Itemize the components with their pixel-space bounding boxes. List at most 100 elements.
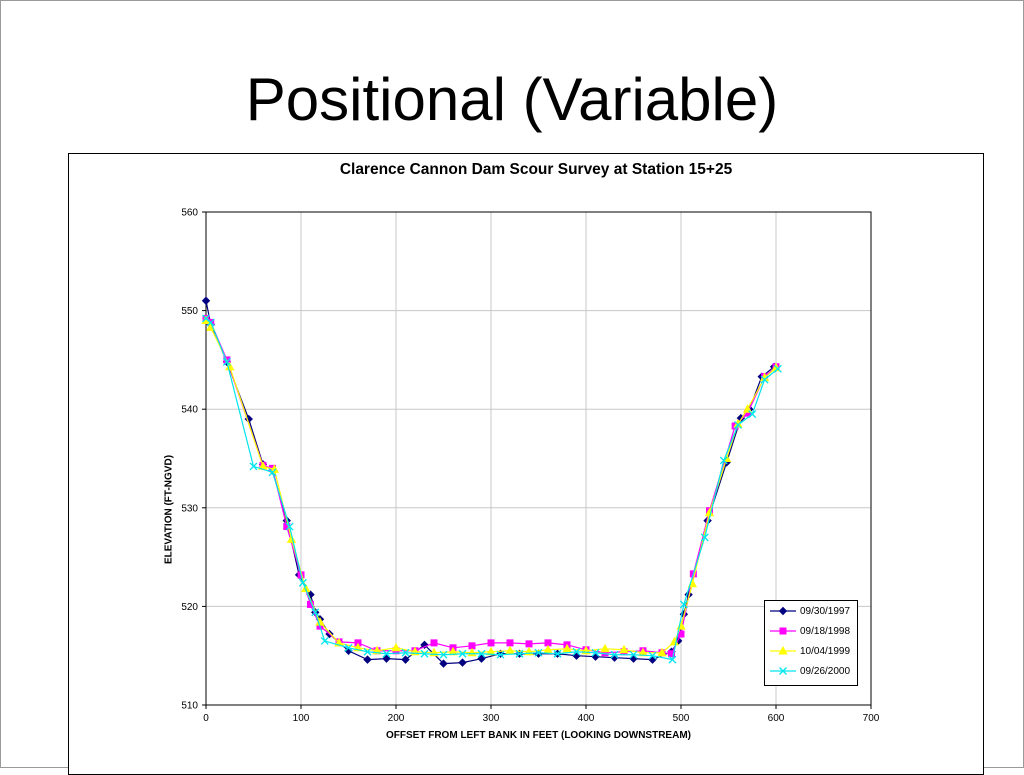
data-point-series-4-stroke [249, 462, 258, 471]
data-point-series-1 [201, 296, 211, 305]
data-point-series-4 [222, 357, 231, 366]
data-point-series-4 [610, 650, 619, 659]
data-point-series-2 [525, 640, 533, 648]
data-point-series-1 [363, 655, 372, 664]
data-point-series-4-stroke [222, 357, 231, 366]
data-point-series-1 [591, 652, 600, 661]
y-tick-label: 540 [181, 405, 198, 416]
chart-title: Clarence Cannon Dam Scour Survey at Stat… [339, 161, 733, 178]
data-point-series-3 [505, 645, 515, 655]
chart-container: 0 100 200 300 400 500 600 700 510 520 530 540 550 560… [68, 153, 984, 775]
data-point-series-4 [401, 648, 410, 657]
legend-swatch [770, 627, 796, 635]
data-point-series-4-stroke [679, 600, 688, 609]
data-point-series-3 [657, 647, 667, 657]
data-point-series-4-stroke [648, 651, 657, 660]
data-point-series-3 [619, 644, 629, 654]
data-point-series-4 [534, 648, 543, 657]
data-point-series-4-stroke [477, 649, 486, 658]
data-point-series-4-stroke [700, 533, 709, 542]
x-tick-label: 0 [203, 713, 209, 724]
legend-swatch-marker [778, 645, 788, 655]
legend-swatch-marker [778, 606, 788, 616]
data-point-series-4-stroke [206, 318, 215, 327]
data-point-series-4 [249, 462, 258, 471]
y-tick-label: 550 [181, 306, 198, 317]
data-point-series-4 [679, 600, 688, 609]
data-point-series-1 [572, 651, 581, 660]
data-point-series-4 [748, 410, 757, 419]
x-tick-label: 600 [768, 713, 785, 724]
data-point-series-4 [344, 643, 353, 652]
y-axis-label: ELEVATION (FT-NGVD) [163, 454, 175, 565]
data-point-series-1 [382, 654, 391, 663]
legend-item: 10/04/1999 [765, 641, 857, 661]
data-point-series-4 [298, 578, 307, 587]
data-point-series-4 [458, 649, 467, 658]
data-point-series-4 [206, 318, 215, 327]
data-point-series-4 [268, 468, 277, 477]
legend-swatch-marker [779, 667, 787, 675]
data-point-series-4 [420, 649, 429, 658]
data-point-series-2 [430, 639, 438, 647]
data-point-series-3 [269, 464, 280, 473]
data-point-series-4-stroke [610, 650, 619, 659]
data-point-series-4 [363, 647, 372, 656]
data-point-series-4 [700, 533, 709, 542]
data-point-series-4-stroke [534, 648, 543, 657]
data-point-series-4 [591, 648, 600, 657]
data-point-series-4-stroke [285, 522, 294, 531]
data-point-series-2 [668, 650, 675, 658]
data-point-series-4 [477, 649, 486, 658]
data-point-series-4-stroke [401, 648, 410, 657]
data-point-series-4-stroke [344, 643, 353, 652]
data-point-series-4-stroke [515, 649, 524, 658]
data-point-series-4-stroke [311, 608, 320, 617]
data-point-series-4 [515, 649, 524, 658]
data-point-series-4-stroke [773, 364, 782, 373]
series-line-4 [205, 318, 779, 661]
x-tick-label: 300 [483, 713, 500, 724]
legend-item: 09/26/2000 [765, 661, 857, 681]
data-point-series-4 [668, 655, 677, 664]
data-point-series-4-stroke [629, 650, 638, 659]
data-point-series-4-stroke [268, 468, 277, 477]
legend-label: 09/30/1997 [800, 606, 851, 617]
data-point-series-1 [439, 659, 448, 668]
data-point-series-4-stroke [202, 314, 210, 323]
legend-item: 09/18/1998 [765, 621, 857, 641]
x-tick-label: 700 [863, 713, 880, 724]
x-tick-label: 200 [388, 713, 405, 724]
data-point-series-4 [553, 649, 562, 658]
series-line-1 [205, 300, 775, 665]
data-point-series-4 [496, 650, 505, 659]
data-point-series-4 [285, 522, 294, 531]
legend-label: 09/26/2000 [800, 666, 851, 677]
y-tick-label: 530 [181, 503, 198, 514]
data-point-series-4 [572, 647, 581, 656]
legend-swatch [770, 667, 796, 675]
data-point-series-4 [648, 651, 657, 660]
y-tick-label: 510 [181, 701, 198, 712]
y-tick-label: 520 [181, 602, 198, 613]
data-point-series-3 [600, 643, 610, 653]
data-point-series-4-stroke [734, 421, 742, 429]
data-point-series-4-stroke [298, 578, 307, 587]
data-point-series-4-stroke [420, 649, 429, 658]
x-tick-label: 500 [673, 713, 690, 724]
data-point-series-4-stroke [363, 647, 372, 656]
plot-area [205, 211, 872, 706]
data-point-series-4-stroke [439, 650, 448, 659]
data-point-series-4-stroke [591, 648, 600, 657]
data-point-series-4 [719, 456, 728, 465]
data-point-series-4 [311, 608, 320, 617]
slide-title: Positional (Variable) [245, 66, 779, 133]
data-point-series-4-stroke [496, 650, 505, 659]
data-point-series-4 [734, 421, 742, 429]
data-point-series-4 [439, 650, 448, 659]
data-point-series-1 [477, 654, 486, 663]
legend-label: 10/04/1999 [800, 646, 851, 657]
x-tick-label: 100 [293, 713, 310, 724]
data-point-series-4-stroke [572, 647, 581, 656]
data-point-series-1 [648, 655, 657, 664]
